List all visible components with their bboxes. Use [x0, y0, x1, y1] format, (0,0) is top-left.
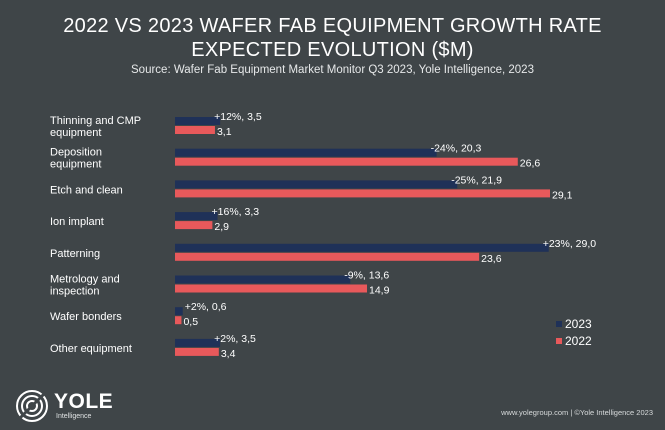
- data-label-2022: 23,6: [481, 253, 502, 265]
- bar-2022: [175, 221, 213, 230]
- legend-label-2022: 2022: [565, 334, 592, 348]
- bar-2023: [175, 212, 218, 221]
- legend-label-2023: 2023: [565, 317, 592, 331]
- chart-subtitle: Source: Wafer Fab Equipment Market Monit…: [131, 64, 534, 76]
- bar-2023: [175, 243, 549, 252]
- bar-2022: [175, 252, 480, 261]
- bar-2022: [175, 347, 219, 356]
- bar-2022: [175, 189, 550, 198]
- data-label-2022: 3,4: [221, 348, 236, 360]
- bar-2023: [175, 117, 221, 125]
- category-label: Patterning: [50, 248, 100, 260]
- data-label-2023: +2%, 0,6: [185, 301, 227, 313]
- category-label: Etch and clean: [50, 184, 123, 196]
- chart-title-line-2: EXPECTED EVOLUTION ($M): [191, 39, 474, 61]
- data-label-2023: +12%, 3,5: [214, 111, 262, 123]
- bar-2022: [175, 126, 215, 134]
- data-label-2023: -9%, 13,6: [344, 270, 389, 282]
- chart-title-line-1: 2022 VS 2023 WAFER FAB EQUIPMENT GROWTH …: [63, 15, 602, 37]
- data-label-2022: 2,9: [214, 221, 229, 233]
- data-label-2022: 29,1: [552, 189, 573, 201]
- yole-logo-icon: [16, 390, 48, 422]
- data-label-2023: +23%, 29,0: [543, 238, 597, 250]
- yole-logo: YOLE Intelligence: [14, 388, 124, 424]
- bar-2023: [175, 148, 437, 157]
- data-label-2022: 0,5: [183, 316, 198, 328]
- category-label: Metrology and inspection: [50, 274, 120, 298]
- data-label-2023: -25%, 21,9: [451, 174, 502, 186]
- category-label: Deposition equipment: [50, 147, 102, 171]
- data-label-2023: -24%, 20,3: [431, 143, 482, 155]
- bar-2023: [175, 275, 351, 284]
- data-label-2022: 26,6: [520, 158, 541, 170]
- data-label-2022: 3,1: [217, 126, 232, 138]
- category-label: Thinning and CMP equipment: [50, 115, 141, 139]
- data-label-2022: 14,9: [369, 285, 390, 297]
- yole-logo-tagline: Intelligence: [56, 413, 92, 420]
- category-label: Other equipment: [50, 343, 132, 355]
- bar-2022: [175, 157, 518, 166]
- chart-title: 2022 VS 2023 WAFER FAB EQUIPMENT GROWTH …: [0, 14, 665, 62]
- bar-2023: [175, 180, 458, 189]
- data-label-2023: +16%, 3,3: [212, 206, 260, 218]
- bar-2022: [175, 284, 368, 293]
- bar-2022: [175, 316, 182, 325]
- footer-text: www.yolegroup.com | ©Yole Intelligence 2…: [501, 408, 653, 417]
- data-label-2023: +2%, 3,5: [214, 333, 256, 345]
- bar-2023: [175, 307, 183, 316]
- bar-2023: [175, 338, 221, 347]
- legend-swatch-2022: [556, 338, 562, 344]
- yole-logo-name: YOLE: [54, 390, 114, 413]
- category-label: Wafer bonders: [50, 311, 122, 323]
- legend-swatch-2023: [556, 321, 562, 327]
- category-label: Ion implant: [50, 216, 104, 228]
